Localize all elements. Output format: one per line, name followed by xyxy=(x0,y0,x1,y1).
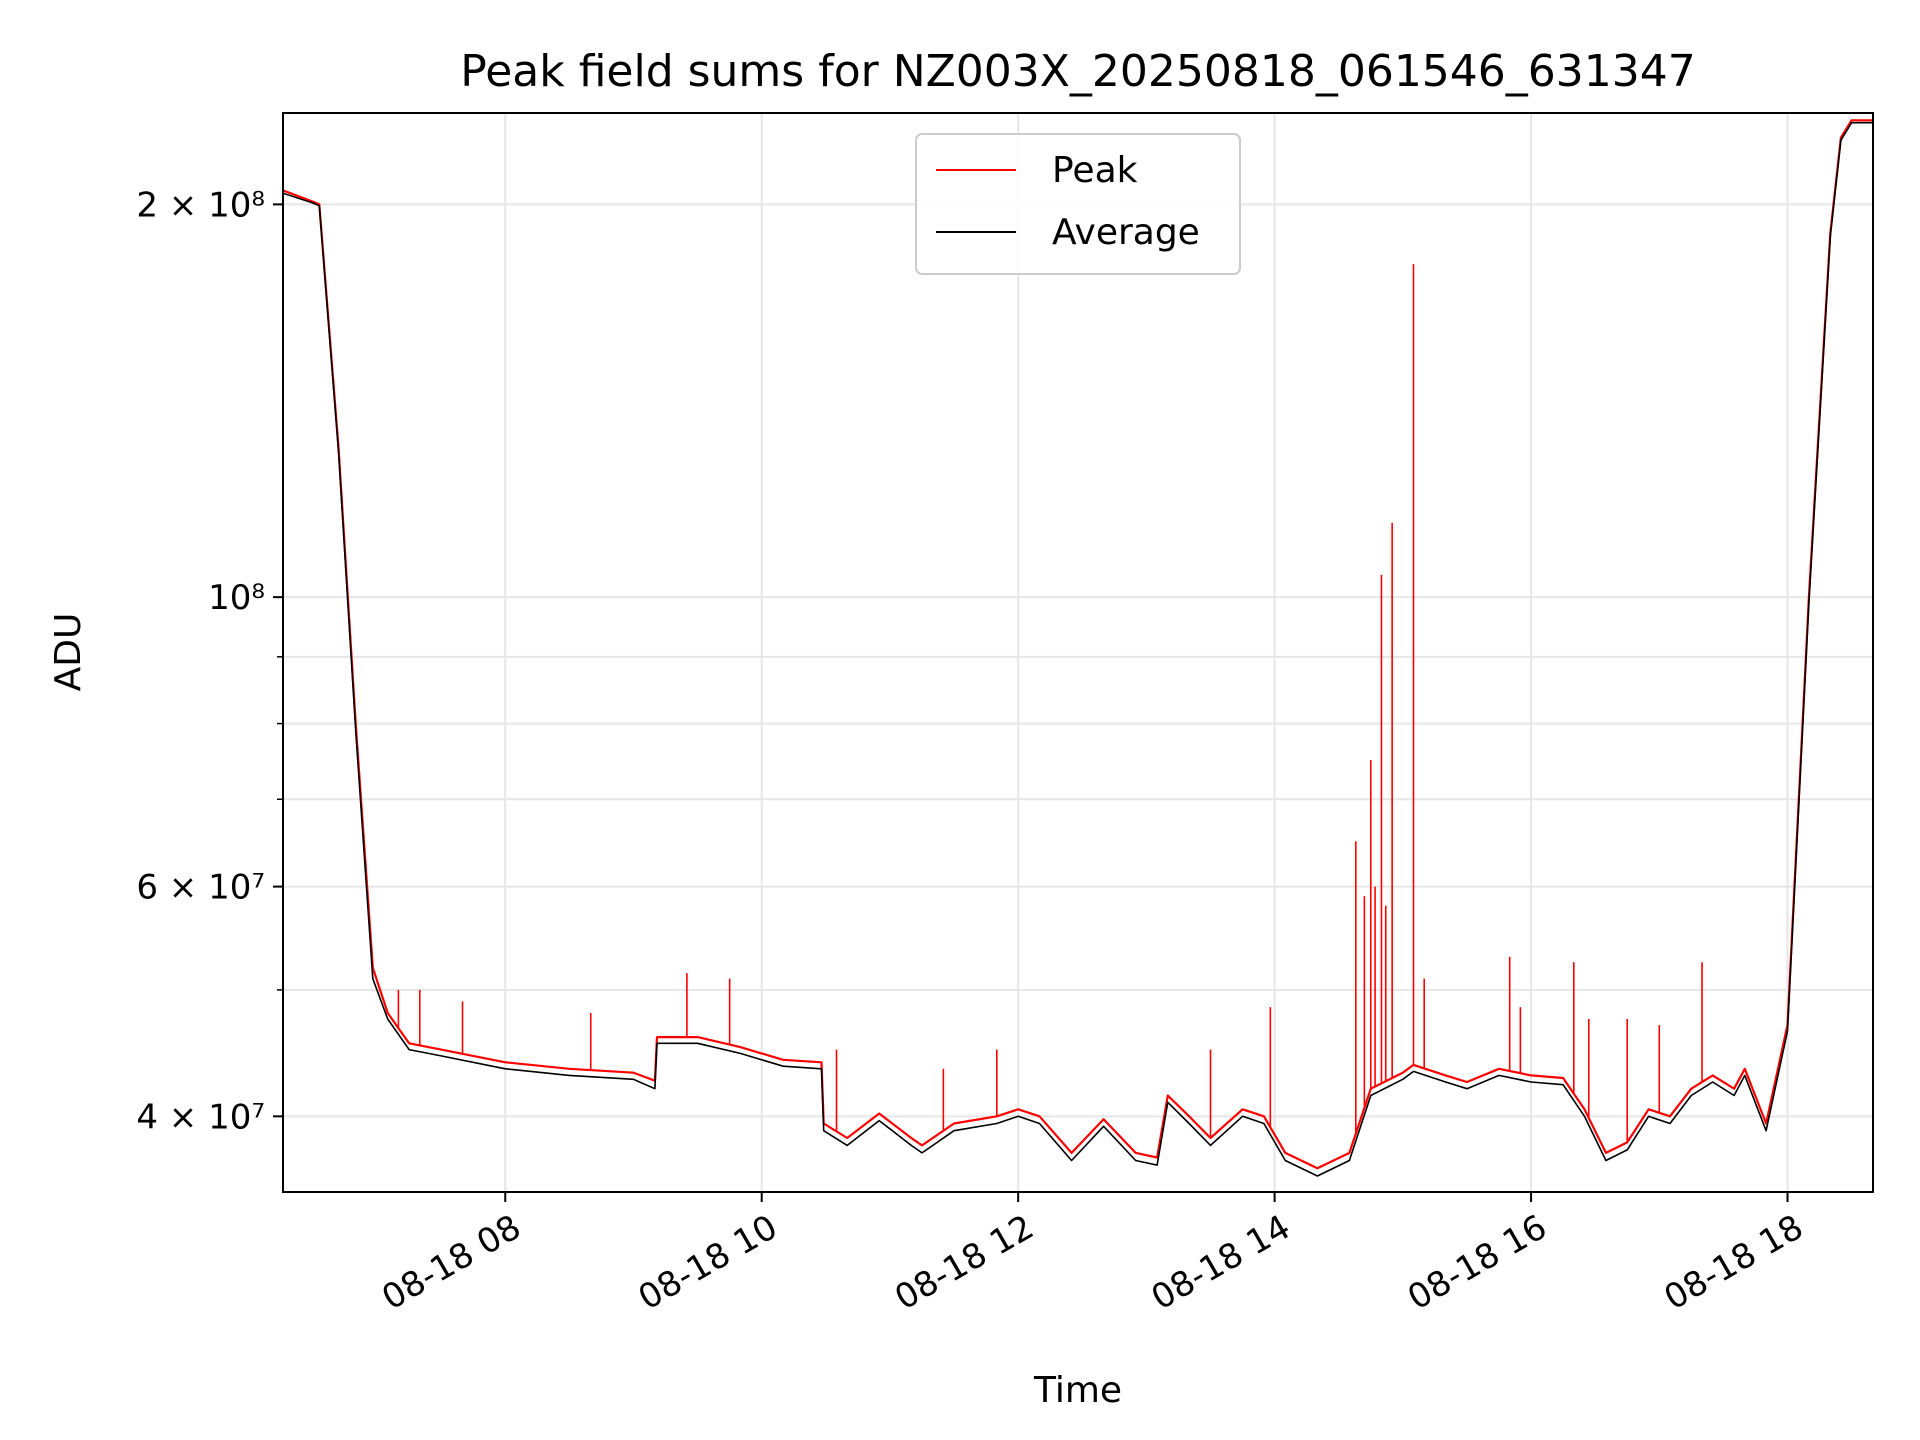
series-line-average xyxy=(283,121,1873,1177)
y-tick-label: 4 × 10⁷ xyxy=(136,1097,265,1137)
axes-frame xyxy=(282,112,1874,1193)
y-tick-label: 6 × 10⁷ xyxy=(136,868,265,908)
legend: Peak Average xyxy=(915,133,1241,275)
y-tick-label: 10⁸ xyxy=(208,578,265,618)
legend-label-peak: Peak xyxy=(1052,150,1138,191)
y-tick-label: 2 × 10⁸ xyxy=(136,185,265,225)
series-layer xyxy=(283,119,1873,1177)
chart-title: Peak field sums for NZ003X_20250818_0615… xyxy=(460,46,1696,97)
x-axis-label: Time xyxy=(1033,1370,1122,1411)
legend-label-average: Average xyxy=(1052,212,1200,253)
y-axis-label: ADU xyxy=(48,613,89,692)
y-ticks: 4 × 10⁷ 6 × 10⁷ 10⁸ 2 × 10⁸ xyxy=(136,185,283,1137)
plot-area xyxy=(283,119,1873,1177)
